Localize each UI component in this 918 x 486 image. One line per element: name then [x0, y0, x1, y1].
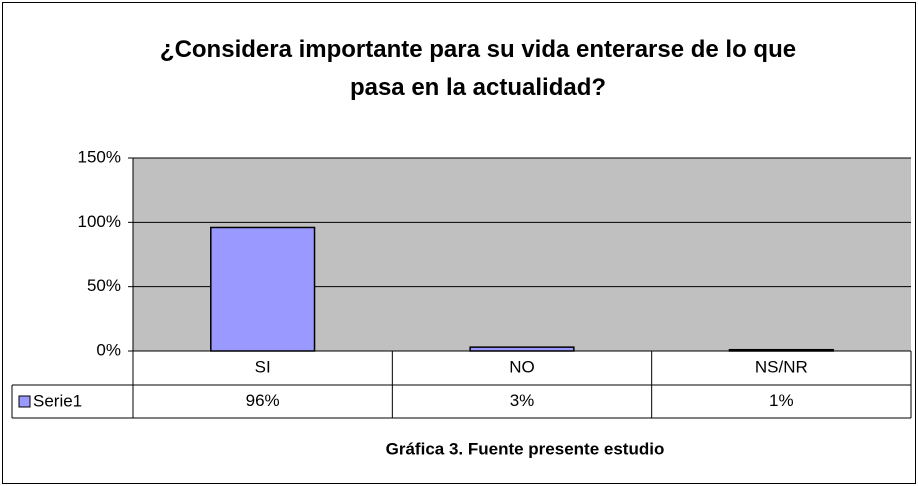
bar: [210, 226, 316, 352]
data-label: 96%: [246, 391, 280, 410]
bar: [728, 348, 834, 352]
bar: [469, 346, 575, 352]
caption: Gráfica 3. Fuente presente estudio: [386, 439, 665, 458]
y-tick-label: 150%: [78, 147, 121, 166]
y-tick-label: 100%: [78, 212, 121, 231]
x-tick-label: NS/NR: [755, 357, 808, 376]
y-tick-label: 50%: [87, 276, 121, 295]
x-tick-label: SI: [255, 357, 271, 376]
x-tick-label: NO: [509, 357, 535, 376]
data-label: 3%: [510, 391, 535, 410]
legend-label: Serie1: [33, 391, 82, 410]
data-label: 1%: [769, 391, 794, 410]
chart-title: ¿Considera importante para su vida enter…: [159, 36, 797, 101]
legend-swatch: [18, 395, 31, 408]
y-tick-label: 0%: [96, 340, 121, 359]
